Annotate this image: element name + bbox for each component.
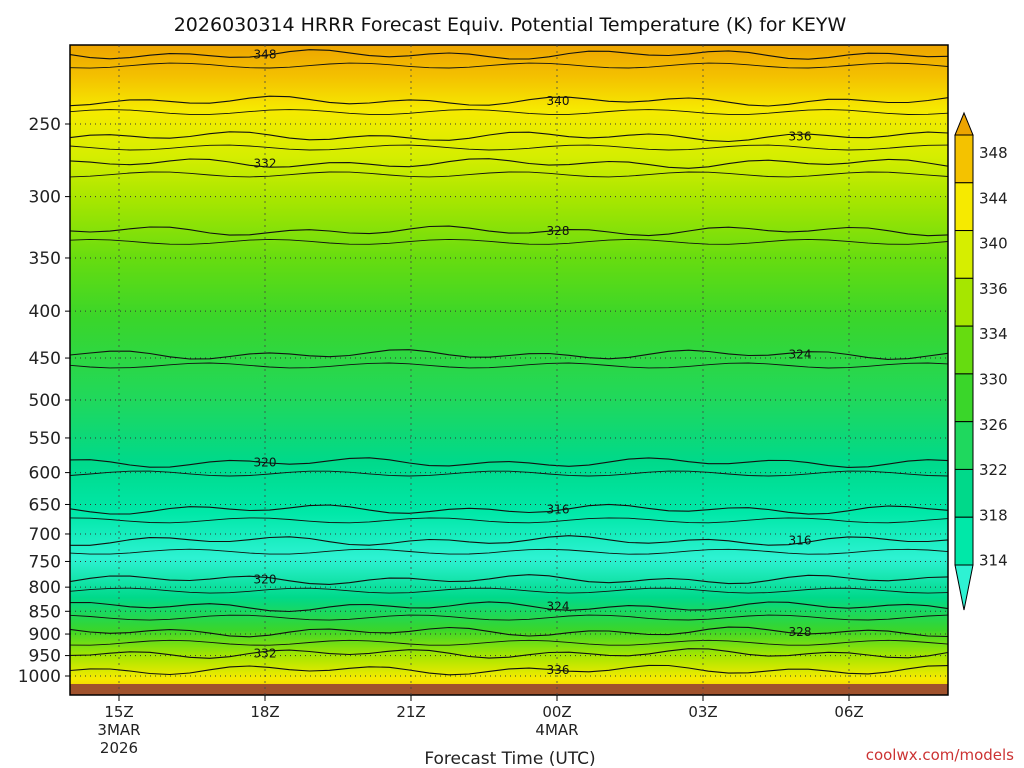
x-tick-label: 00Z (542, 703, 571, 721)
contour-line (69, 648, 949, 659)
plot-background (70, 45, 948, 695)
contour-line (69, 131, 949, 143)
contour-line (69, 639, 949, 646)
colorbar-label: 326 (979, 416, 1008, 434)
colorbar-label: 344 (979, 189, 1008, 207)
contour-label: 336 (547, 663, 570, 677)
contour-label: 340 (547, 94, 570, 108)
contour-line (69, 49, 949, 60)
x-tick-label: 18Z (250, 703, 279, 721)
colorbar-label: 340 (979, 235, 1008, 253)
contour-line (69, 349, 949, 360)
x-axis-label: Forecast Time (UTC) (424, 749, 595, 768)
colorbar-label: 322 (979, 461, 1008, 479)
contour-line (69, 62, 949, 69)
colorbar-top-arrow (954, 111, 974, 136)
contour-label: 320 (254, 456, 277, 470)
contour-line (69, 587, 949, 594)
contour-line (69, 457, 949, 468)
y-tick-label: 250 (29, 115, 61, 135)
y-tick-label: 750 (29, 552, 61, 572)
contour-line (70, 535, 949, 546)
contour-line (69, 109, 949, 115)
contour-line (69, 95, 949, 107)
colorbar-segment (954, 325, 974, 375)
colorbar-label: 336 (979, 280, 1008, 298)
contour-line (69, 601, 949, 613)
contour-line (69, 503, 949, 515)
y-axis: 250 300 350 400 450 500 550 600 650 700 750 800 850 9… (18, 115, 70, 687)
y-tick-label: 350 (29, 249, 61, 269)
contour-line (69, 225, 949, 237)
contour-line (69, 626, 949, 638)
colorbar-label: 314 (979, 552, 1008, 570)
contour-line (69, 664, 949, 676)
x-tick-date: 3MAR (97, 721, 140, 739)
y-tick-label: 700 (29, 525, 61, 545)
colorbar-segment (954, 468, 974, 518)
y-tick-label: 450 (29, 349, 61, 369)
contour-line (69, 470, 949, 477)
y-tick-label: 900 (29, 625, 61, 645)
chart-title: 2026030314 HRRR Forecast Equiv. Potentia… (174, 14, 847, 36)
contour-label: 336 (789, 130, 812, 144)
contour-line (69, 238, 949, 245)
colorbar-segment (954, 421, 974, 470)
contour-line (69, 517, 949, 524)
colorbar-segment (954, 134, 974, 184)
credit-text: coolwx.com/models (866, 746, 1014, 764)
y-tick-label: 850 (29, 602, 61, 622)
y-tick-label: 400 (29, 302, 61, 322)
contour-line (69, 614, 949, 621)
colorbar-label: 330 (979, 371, 1008, 389)
contour-label: 324 (789, 347, 812, 361)
contour-line (69, 158, 949, 169)
x-tick-label: 21Z (396, 703, 425, 721)
y-tick-label: 600 (29, 464, 61, 484)
y-tick-label: 500 (29, 391, 61, 411)
y-tick-label: 550 (29, 429, 61, 449)
contour-label: 316 (547, 502, 570, 516)
y-tick-label: 800 (29, 578, 61, 598)
contour-label: 324 (547, 600, 570, 614)
y-tick-label: 950 (29, 647, 61, 667)
contour-line (69, 171, 949, 178)
contour-line (69, 144, 949, 151)
colorbar-segment (954, 277, 974, 327)
terrain-strip (70, 684, 948, 695)
x-tick-year: 2026 (100, 739, 138, 757)
contour-label: 328 (789, 625, 812, 639)
contour-label: 316 (789, 534, 812, 548)
contour-line (69, 362, 949, 369)
contour-line (69, 548, 949, 555)
colorbar-segment (954, 516, 974, 566)
x-tick-label: 03Z (688, 703, 717, 721)
colorbar-label: 348 (979, 144, 1008, 162)
colorbar-label: 318 (979, 506, 1008, 524)
x-tick-date: 4MAR (535, 721, 578, 739)
colorbar: 348 344 340 336 334 330 326 322 318 314 (954, 111, 1008, 611)
y-tick-label: 300 (29, 188, 61, 208)
contour-label: 328 (547, 224, 570, 238)
colorbar-label: 334 (979, 325, 1008, 343)
plot-area: 3483403363323283243203163163203243283323… (69, 44, 949, 696)
plot-frame (69, 44, 949, 696)
colorbar-bottom-arrow (954, 564, 974, 611)
colorbar-segment (954, 230, 974, 279)
colorbar-segment (954, 373, 974, 423)
x-tick-label: 06Z (834, 703, 863, 721)
y-tick-label: 650 (29, 495, 61, 515)
contour-label: 348 (254, 48, 277, 62)
contour-label: 332 (254, 156, 277, 170)
contour-line (69, 574, 949, 585)
colorbar-segment (954, 182, 974, 232)
y-tick-label: 1000 (18, 667, 61, 687)
x-tick-label: 15Z (104, 703, 133, 721)
contour-label: 332 (254, 646, 277, 660)
